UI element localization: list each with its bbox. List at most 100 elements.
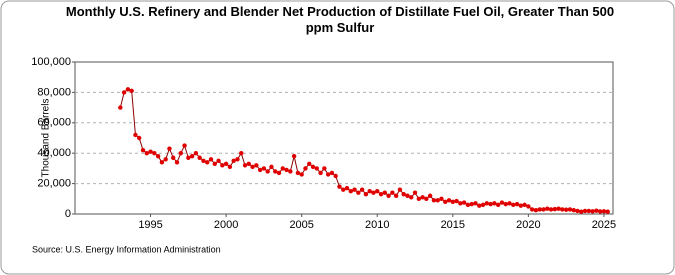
data-point bbox=[499, 200, 505, 205]
x-tick-label: 1995 bbox=[138, 219, 162, 231]
data-point bbox=[378, 192, 384, 197]
data-point bbox=[159, 160, 165, 165]
data-point bbox=[556, 206, 561, 211]
data-point bbox=[579, 209, 584, 214]
data-point bbox=[261, 166, 267, 171]
data-point bbox=[125, 87, 131, 92]
data-point bbox=[273, 169, 278, 174]
data-point bbox=[197, 155, 202, 160]
data-point bbox=[601, 209, 607, 214]
data-point bbox=[420, 195, 425, 200]
x-tick-label: 2005 bbox=[289, 219, 313, 231]
data-point bbox=[537, 207, 542, 212]
data-point bbox=[220, 163, 225, 168]
data-point bbox=[178, 151, 183, 156]
data-point bbox=[250, 164, 255, 170]
data-point bbox=[257, 167, 263, 173]
data-point bbox=[356, 190, 361, 195]
data-point bbox=[118, 105, 123, 110]
data-point bbox=[443, 199, 448, 205]
data-point bbox=[291, 154, 297, 159]
data-point bbox=[492, 201, 497, 206]
data-point bbox=[533, 208, 539, 213]
data-point bbox=[386, 193, 391, 198]
x-tick-label: 2020 bbox=[516, 219, 540, 231]
y-tick-label: 20,000 bbox=[37, 178, 71, 190]
data-point bbox=[231, 158, 236, 163]
data-point bbox=[212, 161, 217, 167]
data-point bbox=[167, 146, 172, 151]
data-point bbox=[163, 157, 168, 162]
data-point bbox=[208, 157, 214, 162]
data-point bbox=[174, 160, 180, 165]
data-point bbox=[254, 163, 259, 168]
data-point bbox=[363, 192, 369, 197]
data-point bbox=[322, 166, 327, 171]
data-point bbox=[375, 189, 380, 194]
y-tick-label: 40,000 bbox=[37, 147, 71, 159]
data-point bbox=[227, 164, 233, 170]
data-point bbox=[511, 202, 516, 208]
data-point bbox=[382, 190, 388, 195]
data-point bbox=[446, 198, 452, 203]
y-tick-label: 100,000 bbox=[31, 56, 71, 68]
data-point bbox=[454, 198, 459, 204]
data-point bbox=[337, 184, 342, 189]
data-point bbox=[152, 151, 157, 156]
data-point bbox=[348, 189, 354, 194]
data-point bbox=[575, 208, 580, 214]
x-tick-label: 2000 bbox=[214, 219, 238, 231]
data-point bbox=[465, 202, 471, 208]
data-point bbox=[129, 88, 134, 94]
data-point bbox=[393, 193, 399, 198]
data-point bbox=[416, 196, 422, 201]
data-point bbox=[303, 166, 308, 171]
data-point bbox=[450, 199, 456, 205]
data-point bbox=[545, 206, 550, 211]
data-point bbox=[514, 201, 520, 207]
data-point bbox=[269, 164, 274, 170]
data-point bbox=[140, 147, 146, 153]
data-point bbox=[605, 209, 610, 214]
data-point bbox=[552, 206, 558, 212]
source: Source: U.S. Energy Information Administ… bbox=[32, 244, 221, 254]
data-point bbox=[427, 193, 433, 198]
data-point bbox=[367, 189, 372, 194]
data-point bbox=[121, 90, 127, 95]
x-tick-label: 2015 bbox=[441, 219, 465, 231]
data-point bbox=[480, 202, 486, 208]
data-point bbox=[314, 166, 319, 171]
data-point bbox=[488, 201, 493, 207]
x-tick-label: 2025 bbox=[592, 219, 616, 231]
data-point bbox=[567, 207, 573, 212]
data-point bbox=[431, 198, 437, 203]
data-point bbox=[571, 208, 576, 213]
data-point bbox=[189, 154, 195, 159]
data-point bbox=[582, 208, 588, 214]
data-point bbox=[518, 203, 524, 208]
y-tick-label: 80,000 bbox=[37, 86, 71, 98]
data-point bbox=[469, 201, 474, 207]
data-point bbox=[182, 143, 187, 148]
data-point bbox=[405, 193, 410, 198]
data-point bbox=[560, 207, 565, 212]
data-point bbox=[148, 149, 153, 154]
data-point bbox=[193, 151, 199, 156]
data-point bbox=[401, 192, 406, 197]
data-point bbox=[439, 196, 444, 201]
data-point bbox=[461, 200, 467, 205]
y-tick-label: 0 bbox=[65, 208, 71, 220]
data-point bbox=[288, 169, 293, 174]
data-point bbox=[371, 190, 376, 195]
data-point bbox=[526, 204, 531, 209]
data-point bbox=[458, 201, 463, 206]
data-point bbox=[397, 187, 403, 192]
data-point bbox=[265, 169, 270, 174]
data-point bbox=[216, 158, 221, 163]
data-point bbox=[299, 172, 304, 177]
data-point bbox=[155, 154, 161, 159]
data-point bbox=[186, 155, 191, 160]
data-point bbox=[484, 201, 490, 206]
data-point bbox=[144, 151, 149, 156]
data-point bbox=[473, 201, 478, 206]
